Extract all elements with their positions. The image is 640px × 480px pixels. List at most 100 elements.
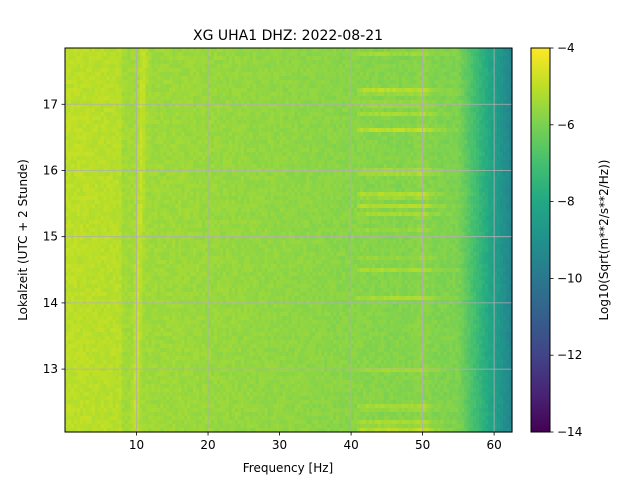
- heatmap-cell: [118, 88, 123, 93]
- heatmap-cell: [211, 56, 215, 61]
- heatmap-cell: [109, 68, 114, 73]
- heatmap-cell: [464, 72, 468, 77]
- heatmap-cell: [109, 64, 114, 69]
- heatmap-cell: [246, 48, 251, 53]
- heatmap-cell: [67, 88, 72, 93]
- heatmap-cell: [127, 80, 132, 85]
- heatmap-cell: [184, 88, 188, 93]
- heatmap-cell: [351, 48, 355, 53]
- heatmap-cell: [342, 76, 346, 81]
- heatmap-cell: [485, 56, 489, 61]
- heatmap-cell: [506, 72, 510, 77]
- heatmap-cell: [479, 48, 483, 53]
- heatmap-cell: [154, 52, 158, 57]
- heatmap-cell: [446, 48, 451, 53]
- heatmap-cell: [443, 60, 448, 65]
- heatmap-cell: [231, 80, 236, 85]
- heatmap-cell: [437, 64, 442, 69]
- heatmap-cell: [300, 64, 304, 69]
- heatmap-cell: [160, 76, 164, 81]
- heatmap-cell: [288, 72, 293, 77]
- heatmap-cell: [392, 56, 397, 61]
- heatmap-cell: [345, 68, 349, 73]
- heatmap-cell: [491, 80, 495, 85]
- heatmap-cell: [374, 76, 379, 81]
- heatmap-cell: [106, 88, 111, 93]
- heatmap-cell: [360, 72, 364, 77]
- heatmap-cell: [365, 52, 370, 57]
- heatmap-cell: [264, 60, 269, 65]
- heatmap-cell: [446, 84, 451, 89]
- heatmap-cell: [431, 52, 436, 57]
- heatmap-cell: [449, 80, 453, 85]
- heatmap-cell: [166, 64, 170, 69]
- heatmap-cell: [419, 88, 424, 93]
- heatmap-cell: [401, 52, 406, 57]
- heatmap-cell: [288, 84, 293, 89]
- heatmap-cell: [294, 56, 299, 61]
- heatmap-cell: [324, 48, 328, 53]
- heatmap-cell: [115, 60, 120, 65]
- heatmap-cell: [237, 48, 242, 53]
- heatmap-cell: [315, 60, 319, 65]
- heatmap-cell: [166, 76, 170, 81]
- heatmap-cell: [127, 88, 132, 93]
- heatmap-cell: [279, 52, 284, 57]
- heatmap-cell: [225, 64, 230, 69]
- heatmap-cell: [407, 84, 412, 89]
- heatmap-cell: [491, 64, 495, 69]
- heatmap-cell: [172, 64, 176, 69]
- heatmap-cell: [303, 56, 307, 61]
- heatmap-cell: [169, 68, 173, 73]
- heatmap-cell: [79, 56, 84, 61]
- heatmap-cell: [255, 48, 260, 53]
- heatmap-cell: [413, 88, 418, 93]
- heatmap-cell: [169, 52, 173, 57]
- heatmap-cell: [336, 60, 340, 65]
- heatmap-cell: [342, 52, 346, 57]
- heatmap-cell: [351, 56, 355, 61]
- heatmap-cell: [91, 80, 96, 85]
- heatmap-cell: [79, 76, 84, 81]
- heatmap-cell: [267, 52, 272, 57]
- heatmap-cell: [240, 64, 245, 69]
- heatmap-cell: [333, 48, 337, 53]
- heatmap-cell: [94, 84, 99, 89]
- heatmap-cell: [231, 48, 236, 53]
- heatmap-cell: [404, 52, 409, 57]
- heatmap-cell: [371, 80, 376, 85]
- heatmap-cell: [297, 48, 302, 53]
- heatmap-cell: [354, 76, 358, 81]
- heatmap-cell: [306, 56, 310, 61]
- heatmap-cell: [145, 68, 150, 73]
- heatmap-cell: [255, 56, 260, 61]
- heatmap-cell: [368, 84, 373, 89]
- heatmap-cell: [461, 60, 465, 65]
- heatmap-cell: [65, 48, 69, 53]
- heatmap-cell: [208, 84, 212, 89]
- heatmap-cell: [431, 56, 436, 61]
- heatmap-cell: [261, 76, 266, 81]
- heatmap-cell: [360, 52, 364, 57]
- heatmap-cell: [88, 48, 93, 53]
- heatmap-cell: [225, 72, 230, 77]
- heatmap-cell: [458, 76, 462, 81]
- heatmap-cell: [82, 56, 87, 61]
- heatmap-cell: [446, 60, 451, 65]
- heatmap-cell: [276, 56, 281, 61]
- heatmap-cell: [112, 60, 117, 65]
- heatmap-cell: [190, 76, 194, 81]
- heatmap-cell: [65, 56, 69, 61]
- heatmap-cell: [443, 48, 448, 53]
- heatmap-cell: [214, 76, 218, 81]
- heatmap-cell: [330, 76, 334, 81]
- heatmap-cell: [249, 84, 254, 89]
- heatmap-cell: [437, 88, 442, 93]
- heatmap-cell: [148, 84, 153, 89]
- heatmap-cell: [127, 52, 132, 57]
- heatmap-cell: [199, 72, 203, 77]
- heatmap-cell: [184, 80, 188, 85]
- heatmap-cell: [103, 88, 108, 93]
- heatmap-cell: [333, 56, 337, 61]
